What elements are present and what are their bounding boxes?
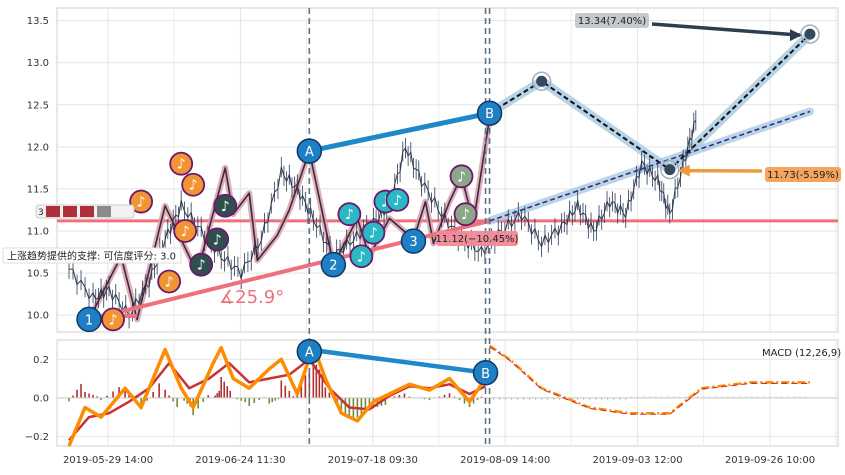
point-badge-label: A: [305, 145, 314, 160]
note-glyph: ♪: [181, 224, 190, 240]
y-tick-label: 12.5: [27, 100, 49, 111]
left-badge-block: [80, 206, 94, 217]
note-glyph: ♪: [213, 232, 222, 248]
left-badge-number: 3: [38, 208, 44, 218]
y-tick-label: 10.5: [27, 269, 49, 280]
forecast-node: [536, 76, 547, 87]
x-tick-label: 2019-08-09 14:00: [460, 455, 550, 466]
x-tick-label: 2019-05-29 14:00: [63, 455, 153, 466]
note-glyph: ♪: [393, 193, 402, 209]
note-glyph: ♪: [177, 157, 186, 173]
left-badge-block: [46, 206, 60, 217]
point-badge-label: A: [305, 346, 314, 361]
y-tick-label: 13.5: [27, 16, 49, 27]
y-tick-label: 11.5: [27, 184, 49, 195]
macd-y-tick-label: 0.0: [33, 393, 49, 404]
target-high-label: 13.34(7.40%): [578, 16, 646, 27]
forecast-node: [664, 164, 675, 175]
macd-y-tick-label: 0.2: [33, 355, 49, 366]
note-glyph: ♪: [221, 199, 230, 215]
note-glyph: ♪: [369, 226, 378, 242]
y-tick-label: 11.0: [27, 227, 49, 238]
x-tick-label: 2019-09-03 12:00: [593, 455, 683, 466]
note-glyph: ♪: [109, 312, 118, 328]
note-glyph: ♪: [189, 178, 198, 194]
target-low-label: 11.12(−10.45%): [436, 234, 519, 245]
note-glyph: ♪: [345, 207, 354, 223]
support-text: 上涨趋势提供的支撑: 可信度评分: 3.0: [7, 250, 176, 263]
note-glyph: ♪: [165, 275, 174, 291]
macd-title: MACD (12,26,9): [762, 348, 841, 359]
y-tick-label: 12.0: [27, 142, 49, 153]
point-badge-label: 2: [329, 259, 337, 274]
left-badge-block: [97, 206, 111, 217]
note-glyph: ♪: [461, 207, 470, 223]
point-badge-label: 1: [85, 313, 93, 328]
y-tick-label: 10.0: [27, 311, 49, 322]
target-mid-label: 11.73(-5.59%): [767, 170, 839, 181]
forecast-node: [804, 29, 815, 40]
note-glyph: ♪: [197, 258, 206, 274]
note-glyph: ♪: [137, 195, 146, 211]
point-badge-label: B: [481, 367, 490, 382]
y-tick-label: 13.0: [27, 58, 49, 69]
x-tick-label: 2019-06-24 11:30: [195, 455, 285, 466]
left-badge-block: [63, 206, 77, 217]
note-glyph: ♪: [457, 169, 466, 185]
angle-label: ∡25.9°: [219, 287, 284, 308]
point-badge-label: B: [485, 107, 494, 122]
point-badge-label: 3: [409, 235, 417, 250]
macd-grid: [57, 340, 838, 446]
x-tick-label: 2019-09-26 10:00: [725, 455, 815, 466]
macd-y-tick-label: −0.2: [25, 432, 49, 443]
note-glyph: ♪: [357, 249, 366, 265]
x-tick-label: 2019-07-18 09:30: [328, 455, 418, 466]
